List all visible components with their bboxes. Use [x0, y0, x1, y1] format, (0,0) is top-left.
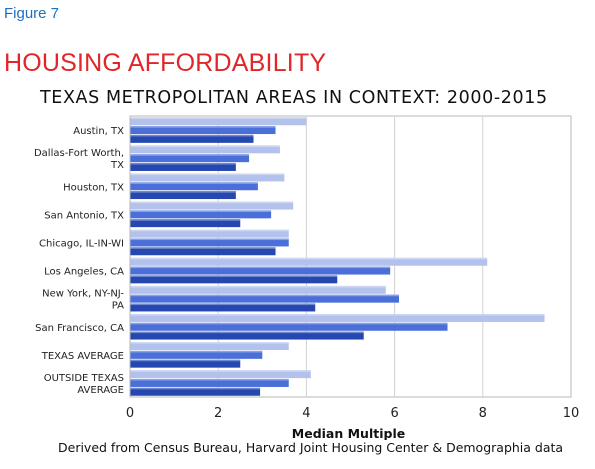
bar: [130, 210, 272, 219]
x-tick-label: 4: [302, 406, 310, 421]
bar-highlight: [130, 247, 276, 249]
bar-highlight: [130, 162, 236, 165]
bar: [130, 219, 241, 228]
bar: [130, 126, 276, 135]
y-tick-label: San Antonio, TX: [44, 210, 124, 221]
bar: [130, 359, 241, 368]
bar: [130, 247, 276, 256]
bar: [130, 229, 289, 238]
bar-highlight: [130, 219, 241, 221]
bar: [130, 350, 263, 359]
figure-label: Figure 7: [4, 5, 60, 22]
bar-highlight: [130, 313, 545, 316]
y-tick-label: TEXAS AVERAGE: [41, 351, 124, 362]
y-tick-label: Los Angeles, CA: [44, 267, 124, 278]
bar: [130, 257, 488, 266]
bar: [130, 182, 258, 191]
bar: [130, 275, 338, 284]
bar-highlight: [130, 201, 294, 204]
bar-highlight: [130, 350, 263, 353]
y-tick-label: TX: [110, 160, 124, 171]
figure-title: HOUSING AFFORDABILITY: [4, 49, 327, 77]
bar-highlight: [130, 182, 258, 184]
bar: [130, 145, 280, 154]
x-tick-label: 0: [126, 406, 134, 421]
bar-highlight: [130, 370, 311, 372]
chart-title: TEXAS METROPOLITAN AREAS IN CONTEXT: 200…: [40, 88, 548, 108]
bar-highlight: [130, 154, 250, 156]
y-tick-label: AVERAGE: [77, 385, 124, 396]
bar: [130, 331, 364, 340]
bar-highlight: [130, 275, 338, 277]
bar-highlight: [130, 173, 285, 176]
bar-highlight: [130, 229, 289, 232]
bar-highlight: [130, 145, 280, 147]
bar-highlight: [130, 342, 289, 344]
y-tick-label: OUTSIDE TEXAS: [44, 373, 124, 384]
bar-highlight: [130, 266, 391, 269]
source-note: Derived from Census Bureau, Harvard Join…: [58, 440, 564, 455]
bar: [130, 117, 307, 126]
bar: [130, 173, 285, 182]
bar: [130, 266, 391, 275]
bar: [130, 162, 236, 171]
y-tick-label: Austin, TX: [73, 126, 124, 137]
bar: [130, 191, 236, 200]
bar: [130, 285, 386, 294]
bar-highlight: [130, 331, 364, 334]
x-tick-label: 6: [390, 406, 398, 421]
y-tick-label: PA: [112, 301, 124, 312]
bar-highlight: [130, 134, 254, 137]
bar-highlight: [130, 257, 488, 260]
bar-highlight: [130, 191, 236, 193]
bar-highlight: [130, 303, 316, 306]
bar-highlight: [130, 126, 276, 128]
bar-highlight: [130, 238, 289, 241]
y-tick-label: Chicago, IL-IN-WI: [39, 238, 124, 249]
x-tick-label: 8: [479, 406, 487, 421]
bar: [130, 201, 294, 210]
bar: [130, 238, 289, 247]
y-tick-label: Houston, TX: [63, 182, 124, 193]
bar: [130, 387, 261, 396]
bar: [130, 313, 545, 322]
bar-highlight: [130, 294, 400, 297]
bar: [130, 322, 448, 331]
x-axis-label: Median Multiple: [292, 426, 405, 440]
plot-area: [129, 115, 572, 398]
bar-highlight: [130, 117, 307, 119]
bar: [130, 154, 250, 163]
x-tick-label: 10: [563, 406, 580, 421]
bar: [130, 378, 289, 387]
bar-highlight: [130, 210, 272, 212]
bar-highlight: [130, 285, 386, 288]
bar: [130, 370, 311, 379]
bar-highlight: [130, 322, 448, 325]
bar: [130, 134, 254, 143]
y-tick-label: Dallas-Fort Worth,: [34, 148, 124, 159]
bar: [130, 342, 289, 351]
bar-highlight: [130, 359, 241, 362]
y-tick-label: San Francisco, CA: [35, 323, 124, 334]
bar: [130, 294, 400, 303]
x-tick-label: 2: [214, 406, 222, 421]
bar-highlight: [130, 387, 261, 390]
bar-chart: 0 2 4 6 8 10 Median Multiple Austin, TX Dallas-F…: [34, 115, 580, 440]
bar: [130, 303, 316, 312]
y-tick-label: New York, NY-NJ-: [42, 289, 124, 300]
bar-highlight: [130, 378, 289, 381]
